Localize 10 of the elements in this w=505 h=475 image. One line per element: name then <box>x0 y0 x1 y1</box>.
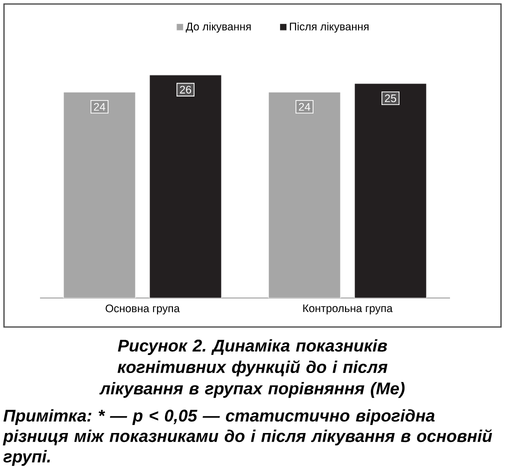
data-label: 24 <box>94 102 106 111</box>
x-tick-label: Контрольна група <box>303 304 393 314</box>
text: Примітка: * — p < 0,05 — статистично вірогідна різниця між показниками до і після лікування в основній групі. <box>2 409 492 466</box>
data-label: 25 <box>384 94 396 102</box>
x-tick-label: Основна група <box>106 304 180 314</box>
data-label: 24 <box>298 102 310 111</box>
data-label: 26 <box>180 86 192 94</box>
legend-label: До лікування <box>186 22 251 33</box>
legend-label: Після лікування <box>290 22 369 33</box>
text: Рисунок 2. Динаміка показників когнітивних функцій до і після лікування в групах порівняння (Me) <box>99 339 405 398</box>
